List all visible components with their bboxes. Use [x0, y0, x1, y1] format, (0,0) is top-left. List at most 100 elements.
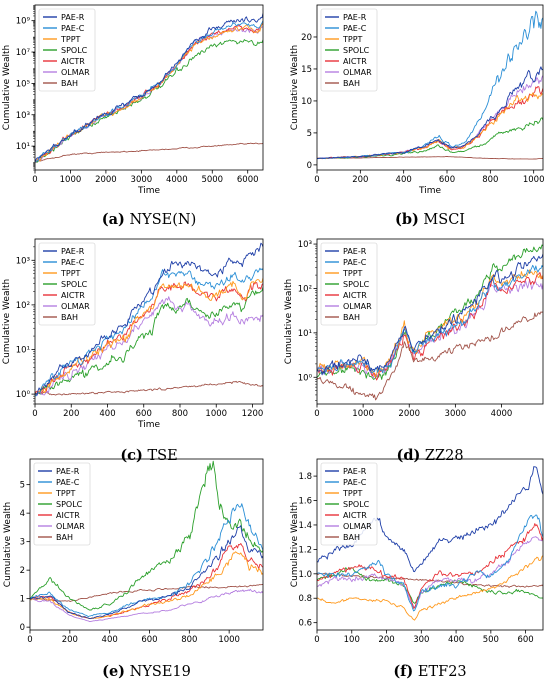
legend-entry-pae-c: PAE-C	[343, 478, 367, 487]
y-axis-label: Cumulative Wealth	[2, 279, 12, 364]
legend: PAE-R PAE-C TPPT SPOLC AICTR OLMAR BAH	[38, 8, 96, 92]
y-tick-label: 20	[301, 33, 312, 43]
x-tick-label: 200	[62, 635, 78, 645]
series-line-spolc	[317, 117, 543, 160]
legend-entry-pae-r: PAE-R	[61, 247, 85, 256]
legend-entry-aictr: AICTR	[343, 511, 367, 520]
legend: PAE-R PAE-C TPPT SPOLC AICTR OLMAR BAH	[33, 462, 91, 546]
y-tick-label: 10²	[298, 284, 312, 294]
x-tick-label: 500	[483, 635, 499, 645]
x-tick-label: 200	[352, 175, 368, 185]
x-tick-label: 600	[517, 635, 533, 645]
series-line-bah	[35, 142, 263, 163]
legend-box	[38, 242, 96, 326]
y-axis-label: Cumulative Wealth	[290, 502, 300, 587]
y-axis-label: Cumulative Wealth	[290, 45, 300, 130]
y-tick-label: 1.0	[298, 570, 312, 580]
panel-letter: (b)	[395, 211, 419, 228]
y-tick-label: 10⁰	[298, 373, 313, 383]
x-tick-label: 5000	[201, 175, 223, 185]
legend-entry-pae-r: PAE-R	[343, 13, 367, 22]
series-line-pae-c	[35, 20, 263, 163]
y-tick-label: 5	[307, 129, 312, 139]
panel-name: MSCI	[419, 212, 465, 228]
legend-entry-pae-r: PAE-R	[61, 13, 85, 22]
axes-frame	[29, 458, 264, 631]
y-axis-label: Cumulative Wealth	[284, 279, 294, 364]
x-tick-label: 0	[32, 175, 37, 185]
axes-frame	[34, 238, 264, 405]
y-axis-label: Cumulative Wealth	[3, 502, 13, 587]
y-tick-label: 10¹	[16, 345, 30, 355]
series-line-pae-c	[35, 267, 263, 397]
legend-entry-pae-r: PAE-R	[56, 467, 80, 476]
legend-entry-aictr: AICTR	[61, 57, 85, 66]
legend-entry-bah: BAH	[343, 313, 360, 322]
series-line-pae-c	[317, 514, 543, 612]
panel-caption: (a) NYSE(N)	[102, 211, 197, 228]
legend-box	[38, 8, 96, 92]
x-tick-label: 400	[99, 409, 115, 419]
x-tick-label: 1200	[242, 409, 264, 419]
y-tick-label: 0.6	[298, 619, 312, 629]
legend-box	[320, 462, 378, 546]
panel-letter: (c)	[120, 447, 143, 464]
plot-area	[35, 242, 263, 397]
legend-entry-olmar: OLMAR	[343, 68, 372, 77]
legend-entry-aictr: AICTR	[343, 291, 367, 300]
legend: PAE-R PAE-C TPPT SPOLC AICTR OLMAR BAH	[320, 242, 378, 326]
x-tick-label: 600	[141, 635, 157, 645]
y-tick-label: 2	[20, 566, 25, 576]
series-line-aictr	[317, 523, 543, 609]
x-axis-label: Time	[137, 186, 160, 196]
legend-box	[320, 8, 378, 92]
axes-frame	[316, 458, 544, 631]
y-tick-label: 5	[20, 481, 25, 491]
x-tick-label: 0	[314, 175, 319, 185]
series-line-spolc	[35, 286, 263, 397]
x-tick-label: 100	[344, 635, 360, 645]
x-tick-label: 2000	[95, 175, 117, 185]
x-tick-label: 0	[314, 635, 319, 645]
legend-entry-tppt: TPPT	[55, 489, 76, 498]
series-line-aictr	[30, 543, 263, 620]
legend-entry-aictr: AICTR	[56, 511, 80, 520]
x-tick-label: 200	[378, 635, 394, 645]
panel-3: 0 200 400 600 800 1000 1200 10⁰ 10¹ 10² 10³ Time Cum…	[2, 238, 264, 464]
x-tick-label: 1000	[523, 175, 545, 185]
series-line-tppt	[30, 551, 263, 620]
series-line-pae-r	[35, 242, 263, 395]
legend-entry-pae-c: PAE-C	[61, 24, 85, 33]
legend-entry-tppt: TPPT	[60, 269, 81, 278]
series-line-pae-c	[30, 503, 263, 618]
legend-entry-bah: BAH	[61, 79, 78, 88]
y-tick-label: 0	[20, 623, 25, 633]
x-tick-label: 800	[181, 635, 197, 645]
legend: PAE-R PAE-C TPPT SPOLC AICTR OLMAR BAH	[320, 462, 378, 546]
axes-frame	[34, 4, 264, 171]
panel-letter: (f)	[393, 663, 413, 680]
y-tick-label: 1.4	[298, 521, 312, 531]
legend-entry-pae-r: PAE-R	[343, 247, 367, 256]
x-axis-label: Time	[418, 186, 441, 196]
legend: PAE-R PAE-C TPPT SPOLC AICTR OLMAR BAH	[38, 242, 96, 326]
y-tick-label: 10¹	[298, 329, 312, 339]
legend-entry-bah: BAH	[61, 313, 78, 322]
series-line-pae-r	[35, 13, 263, 162]
series-line-bah	[317, 572, 543, 588]
legend-entry-pae-c: PAE-C	[61, 258, 85, 267]
y-axis-label: Cumulative Wealth	[2, 45, 12, 130]
series-line-bah	[317, 311, 543, 401]
legend-entry-pae-c: PAE-C	[56, 478, 80, 487]
y-tick-label: 10⁹	[16, 17, 31, 27]
legend-entry-spolc: SPOLC	[61, 280, 88, 289]
panel-letter: (a)	[102, 211, 125, 228]
x-tick-label: 800	[482, 175, 498, 185]
legend-entry-olmar: OLMAR	[61, 68, 90, 77]
x-tick-label: 4000	[491, 409, 513, 419]
legend-entry-spolc: SPOLC	[343, 280, 370, 289]
panel-name: NYSE(N)	[125, 212, 196, 228]
y-tick-label: 0.8	[298, 594, 312, 604]
plot-area	[317, 466, 543, 621]
y-tick-label: 10³	[16, 256, 30, 266]
